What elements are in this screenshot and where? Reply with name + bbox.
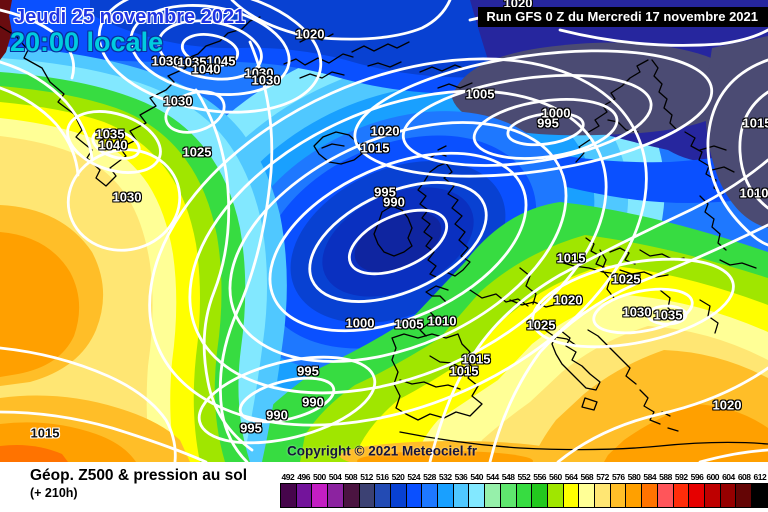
- colorbar-value: 504: [328, 472, 342, 482]
- colorbar-value: 516: [375, 472, 389, 482]
- colorbar-value: 536: [454, 472, 468, 482]
- colorbar-cell: [280, 483, 297, 508]
- colorbar-value: 496: [297, 472, 310, 482]
- colorbar-value: 564: [564, 472, 578, 482]
- colorbar-cell: [703, 483, 721, 508]
- colorbar-value: 532: [438, 472, 452, 482]
- colorbar-value: 612: [753, 472, 767, 482]
- colorbar-cell: [531, 483, 548, 508]
- colorbar-cell: [389, 483, 407, 508]
- colorbar-value: 584: [643, 472, 657, 482]
- colorbar-value: 524: [407, 472, 421, 482]
- colorbar-cell: [609, 483, 627, 508]
- colorbar-value: 556: [533, 472, 546, 482]
- colorbar-cell: [578, 483, 596, 508]
- colorbar-value: 520: [391, 472, 405, 482]
- colorbar-cell: [735, 483, 753, 508]
- colorbar-cell: [311, 483, 329, 508]
- colorbar-value: 540: [470, 472, 484, 482]
- colorbar-cell: [719, 483, 737, 508]
- legend-bar: Géop. Z500 & pression au sol (+ 210h) 49…: [0, 462, 768, 512]
- colorbar-value: 552: [517, 472, 531, 482]
- colorbar-cell: [327, 483, 344, 508]
- colorbar-value: 544: [486, 472, 499, 482]
- colorbar-value: 592: [674, 472, 688, 482]
- colorbar-cell: [358, 483, 376, 508]
- colorbar-cell: [751, 483, 768, 508]
- map-title: Géop. Z500 & pression au sol: [30, 467, 248, 484]
- colorbar-cell: [515, 483, 533, 508]
- colorbar-value: 608: [737, 472, 751, 482]
- colorbar-cell: [484, 483, 501, 508]
- colorbar-cell: [656, 483, 674, 508]
- colorbar-cell: [672, 483, 690, 508]
- colorbar-cell: [421, 483, 439, 508]
- colorbar-cell: [546, 483, 564, 508]
- colorbar-value: 492: [281, 472, 295, 482]
- colorbar-cell: [688, 483, 705, 508]
- colorbar-cell: [641, 483, 658, 508]
- colorbar-value: 528: [423, 472, 436, 482]
- colorbar-cell: [295, 483, 313, 508]
- colorbar: 492 496 500 504 508 512 516 520 524 528 532 536 540 5…: [280, 471, 768, 508]
- colorbar-values: 492 496 500 504 508 512 516 520 524 528 532 536 540 5…: [280, 471, 768, 483]
- colorbar-value: 600: [706, 472, 720, 482]
- colorbar-value: 508: [344, 472, 358, 482]
- colorbar-value: 548: [501, 472, 515, 482]
- colorbar-value: 512: [360, 472, 373, 482]
- colorbar-value: 580: [627, 472, 641, 482]
- map-graphic: [0, 0, 768, 462]
- colorbar-cells: [280, 483, 768, 508]
- colorbar-cell: [405, 483, 423, 508]
- colorbar-value: 588: [659, 472, 672, 482]
- colorbar-value: 560: [549, 472, 562, 482]
- colorbar-cell: [625, 483, 643, 508]
- colorbar-value: 500: [312, 472, 326, 482]
- colorbar-cell: [594, 483, 611, 508]
- colorbar-cell: [468, 483, 486, 508]
- colorbar-value: 576: [611, 472, 625, 482]
- colorbar-cell: [342, 483, 360, 508]
- colorbar-cell: [562, 483, 580, 508]
- colorbar-value: 572: [596, 472, 609, 482]
- colorbar-cell: [437, 483, 454, 508]
- colorbar-cell: [452, 483, 470, 508]
- map-image[interactable]: 1020 1030 1035 1045 1040 1020 1030 1030 1030 1035…: [0, 0, 768, 462]
- colorbar-cell: [374, 483, 391, 508]
- colorbar-value: 568: [580, 472, 594, 482]
- colorbar-value: 596: [690, 472, 704, 482]
- colorbar-value: 604: [722, 472, 735, 482]
- forecast-hour: (+ 210h): [30, 486, 78, 500]
- colorbar-cell: [499, 483, 517, 508]
